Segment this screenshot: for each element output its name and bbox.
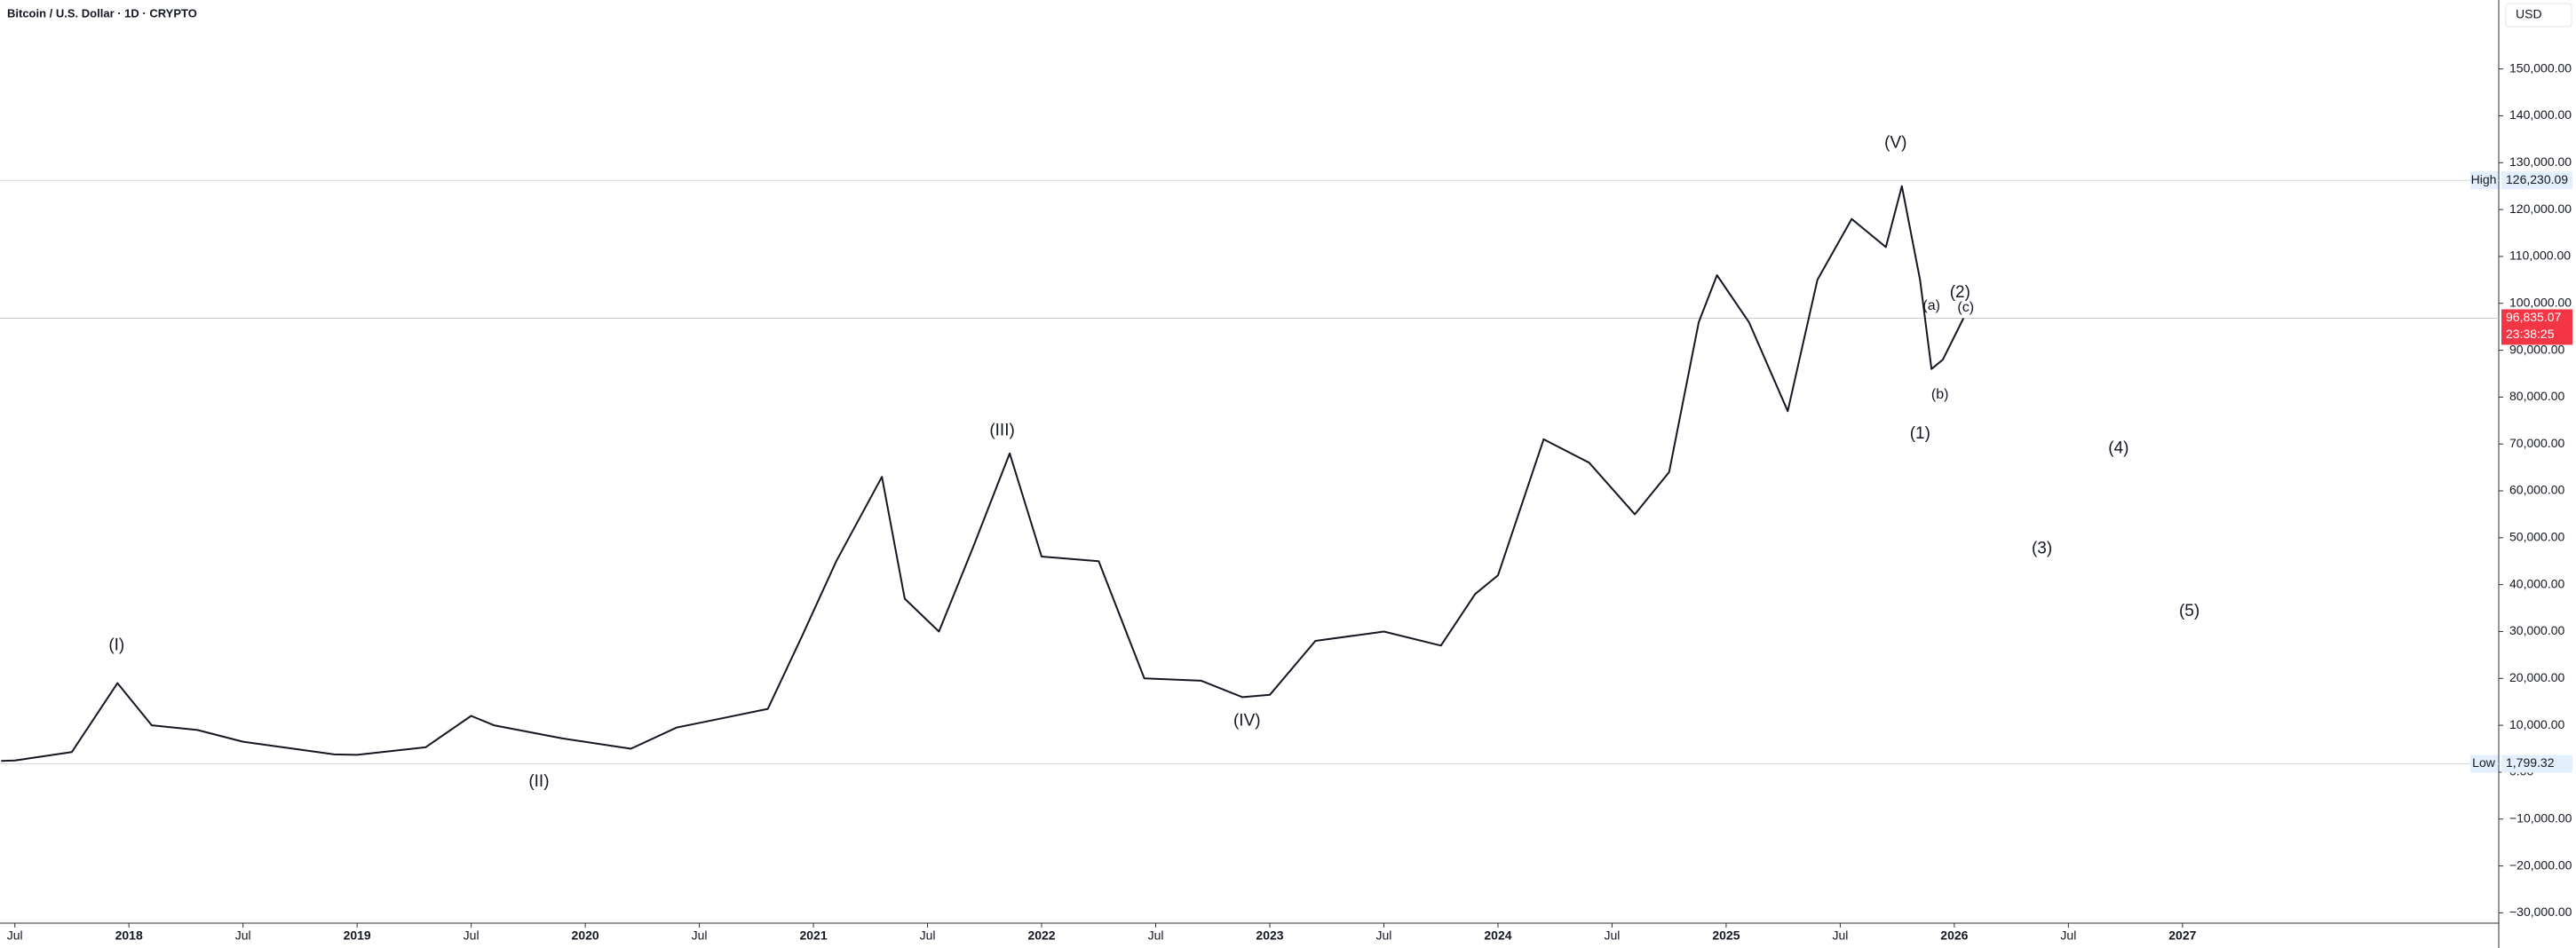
y-tick-label: 90,000.00	[2509, 342, 2564, 356]
y-tick-label: 50,000.00	[2509, 530, 2564, 544]
wave-label: (2)	[1950, 283, 1970, 302]
x-tick-label: Jul	[692, 928, 708, 943]
low-value: 1,799.32	[2506, 755, 2555, 770]
low-value-bg	[2501, 754, 2572, 773]
y-tick-label: −30,000.00	[2509, 905, 2572, 919]
currency-label[interactable]: USD	[2516, 7, 2542, 21]
y-tick-label: 60,000.00	[2509, 483, 2564, 497]
wave-label: (4)	[2108, 438, 2128, 457]
y-tick-label: −10,000.00	[2509, 810, 2572, 825]
y-tick-label: 40,000.00	[2509, 576, 2564, 590]
high-tag: High	[2471, 172, 2497, 186]
y-tick-label: −20,000.00	[2509, 857, 2572, 872]
last-price-bg	[2501, 309, 2572, 345]
x-tick-label: Jul	[464, 928, 480, 943]
last-price-countdown: 23:38:25	[2506, 327, 2555, 341]
low-tag: Low	[2472, 755, 2496, 770]
wave-label: (a)	[1922, 298, 1940, 313]
y-tick-label: 20,000.00	[2509, 670, 2564, 684]
chart-title: Bitcoin / U.S. Dollar · 1D · CRYPTO	[7, 6, 197, 20]
wave-label: (5)	[2179, 602, 2200, 620]
wave-label: (V)	[1884, 134, 1906, 153]
last-price-value: 96,835.07	[2506, 310, 2561, 324]
y-tick-label: 80,000.00	[2509, 389, 2564, 403]
x-tick-label: 2020	[572, 928, 599, 943]
wave-label: (b)	[1931, 387, 1949, 402]
x-tick-label: 2027	[2168, 928, 2196, 943]
y-tick-label: 110,000.00	[2509, 249, 2571, 263]
x-tick-label: Jul	[235, 928, 251, 943]
currency-button[interactable]	[2505, 3, 2572, 28]
y-tick-label: 150,000.00	[2509, 60, 2572, 75]
wave-label: (II)	[528, 772, 549, 791]
wave-label: (c)	[1957, 300, 1974, 315]
y-tick-label: 100,000.00	[2509, 295, 2572, 309]
x-tick-label: Jul	[2060, 928, 2076, 943]
y-tick-label: 70,000.00	[2509, 436, 2564, 450]
wave-label: (I)	[108, 636, 124, 654]
price-line	[1, 185, 1965, 762]
x-tick-label: Jul	[7, 928, 23, 943]
x-tick-label: 2021	[799, 928, 827, 943]
x-tick-label: Jul	[1376, 928, 1392, 943]
wave-label: (III)	[989, 421, 1015, 439]
x-tick-label: 2025	[1712, 928, 1740, 943]
x-tick-label: 2022	[1027, 928, 1055, 943]
wave-label: (3)	[2032, 540, 2052, 558]
wave-label: (IV)	[1233, 712, 1261, 731]
x-tick-label: Jul	[1832, 928, 1848, 943]
high-value: 126,230.09	[2506, 172, 2568, 186]
low-tag-bg	[2470, 754, 2498, 773]
x-tick-label: 2019	[344, 928, 371, 943]
y-tick-label: 30,000.00	[2509, 623, 2564, 637]
x-tick-label: 2024	[1484, 928, 1511, 943]
x-tick-label: Jul	[1604, 928, 1620, 943]
x-tick-label: 2018	[115, 928, 143, 943]
y-tick-label: 130,000.00	[2509, 154, 2572, 169]
x-tick-label: 2026	[1940, 928, 1968, 943]
y-tick-label: 140,000.00	[2509, 107, 2572, 122]
x-tick-label: 2023	[1256, 928, 1283, 943]
high-tag-bg	[2470, 171, 2498, 190]
x-tick-label: Jul	[1148, 928, 1164, 943]
x-tick-label: Jul	[920, 928, 936, 943]
high-value-bg	[2501, 171, 2572, 190]
wave-label: (1)	[1910, 424, 1930, 443]
y-tick-label: 10,000.00	[2509, 717, 2564, 731]
y-tick-label: 120,000.00	[2509, 201, 2572, 216]
